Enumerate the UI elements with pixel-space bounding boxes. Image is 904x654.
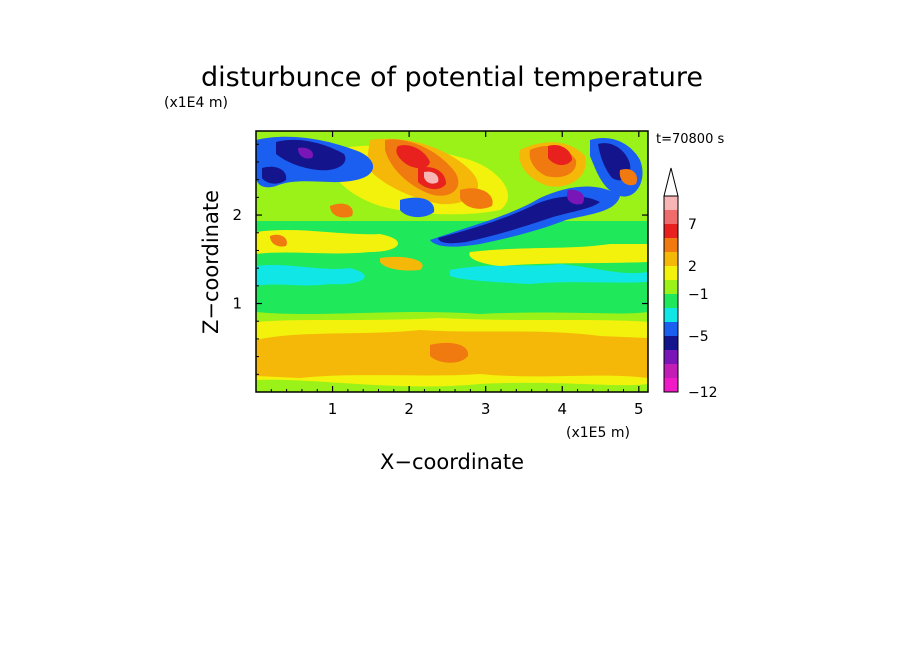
contour-region: [469, 244, 648, 266]
contour-region: [256, 230, 399, 254]
contour-region: [566, 189, 585, 205]
contour-region: [430, 342, 469, 363]
colorbar-swatch: [664, 196, 678, 210]
colorbar-frame: [663, 195, 679, 393]
colorbar-swatch: [664, 210, 678, 224]
y-axis-label: Z−coordinate: [199, 190, 223, 334]
colorbar-swatch: [664, 266, 678, 280]
time-label: t=70800 s: [656, 132, 724, 147]
x-tick-label: 3: [481, 400, 491, 418]
plot-area: [255, 130, 649, 393]
colorbar-label: −1: [688, 287, 709, 303]
y-tick-label: 1: [232, 295, 242, 313]
contour-region: [400, 197, 435, 218]
colorbar-extend-arrow: [663, 167, 679, 197]
colorbar-swatch: [664, 294, 678, 308]
contour-region: [396, 145, 430, 169]
contour-region: [424, 171, 439, 184]
contour-region: [256, 265, 365, 286]
contour-region: [270, 234, 287, 247]
colorbar-swatch: [664, 238, 678, 252]
y-axis: 12: [232, 143, 648, 375]
colorbar-label: −5: [688, 329, 709, 345]
colorbar-swatch: [664, 336, 678, 350]
colorbar-swatch: [664, 378, 678, 392]
y-unit-label: (x1E4 m): [164, 95, 228, 111]
x-tick-label: 1: [328, 400, 338, 418]
colorbar-swatch: [664, 308, 678, 322]
colorbar-swatch: [664, 350, 678, 364]
x-tick-label: 5: [634, 400, 644, 418]
contour-region: [256, 379, 648, 392]
colorbar-swatch: [664, 252, 678, 266]
contour-region: [438, 196, 600, 244]
plot-frame: [255, 130, 649, 393]
colorbar-label: 7: [688, 217, 697, 233]
x-axis-label: X−coordinate: [380, 450, 524, 474]
x-tick-label: 2: [404, 400, 414, 418]
contour-region: [450, 264, 648, 284]
contour-field: [256, 131, 648, 392]
chart-title: disturbunce of potential temperature: [201, 62, 703, 93]
contour-region: [330, 203, 353, 218]
contour-region: [619, 168, 638, 186]
contour-region: [298, 147, 314, 159]
colorbar-swatch: [664, 280, 678, 294]
x-axis: 1 2 3 4 5: [270, 131, 644, 418]
x-unit-label: (x1E5 m): [566, 425, 630, 441]
contour-region: [460, 188, 493, 209]
colorbar: 7 2 −1 −5 −12: [663, 167, 718, 401]
colorbar-swatch: [664, 322, 678, 336]
contour-region: [548, 144, 572, 166]
contour-region: [262, 166, 287, 184]
colorbar-label: −12: [688, 385, 718, 401]
y-tick-label: 2: [232, 206, 242, 224]
contour-region: [256, 312, 648, 322]
colorbar-swatch: [664, 364, 678, 378]
contour-region: [380, 256, 423, 271]
x-tick-label: 4: [557, 400, 567, 418]
colorbar-label: 2: [688, 259, 697, 275]
colorbar-swatch: [664, 224, 678, 238]
